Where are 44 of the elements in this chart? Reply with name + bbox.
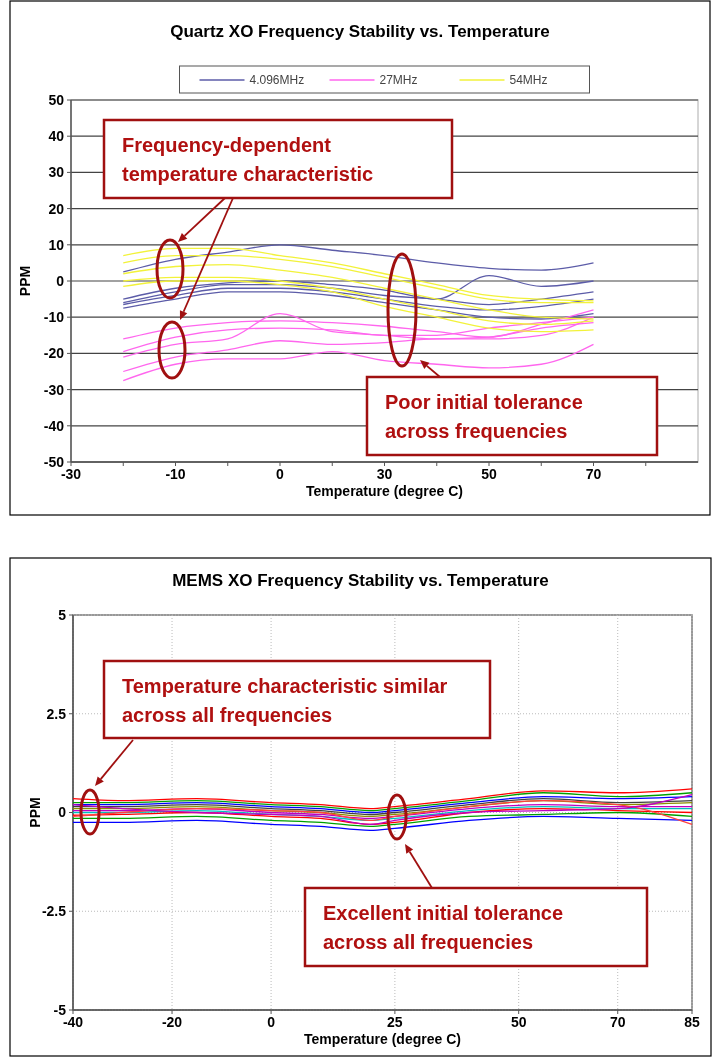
x-tick-label: 70 [609, 1014, 626, 1030]
annotation: Excellent initial tolerance across all frequencies [323, 902, 564, 953]
x-tick-label: -20 [161, 1014, 183, 1030]
x-tick-label: 50 [481, 466, 497, 482]
x-tick-label: 70 [585, 466, 602, 482]
x-tick-label: 0 [267, 1014, 276, 1030]
x-tick-label: -10 [165, 466, 186, 482]
y-tick-label: 0 [56, 272, 65, 289]
y-tick-label: 2.5 [46, 705, 67, 722]
y-tick-label: 20 [48, 200, 65, 217]
annotation: Frequency-dependent temperature characteristic [122, 134, 374, 185]
x-tick-label: 25 [387, 1014, 403, 1030]
y-tick-label: -5 [53, 1001, 67, 1018]
y-tick-label: -50 [43, 453, 65, 470]
legend-label: 4.096MHz [249, 73, 305, 88]
note-box: Excellent initial tolerance across all frequencies [303, 886, 649, 968]
y-tick-label: 50 [48, 91, 65, 108]
legend-label: 27MHz [379, 73, 418, 88]
y-tick-label: 40 [48, 128, 65, 145]
annotation: Poor initial tolerance across frequencies [385, 391, 583, 442]
x-tick-label: 0 [276, 466, 285, 482]
annotation: Temperature characteristic similar across all frequencies [122, 675, 448, 726]
legend-label: 54MHz [509, 73, 548, 88]
y-tick-label: 5 [58, 606, 67, 623]
y-axis-title: PPM [17, 265, 33, 297]
note-box: Poor initial tolerance across frequencies [365, 375, 659, 457]
note-box: Frequency-dependent temperature characteristic [102, 118, 454, 200]
chart-title: Quartz XO Frequency Stability vs. Temperature [170, 22, 550, 41]
y-tick-label: -2.5 [41, 903, 67, 920]
y-tick-label: -20 [43, 345, 65, 362]
y-tick-label: -30 [43, 381, 65, 398]
note-box: Temperature characteristic similar across all frequencies [102, 659, 492, 740]
x-axis-title: Temperature (degree C) [306, 483, 463, 499]
chart-title: MEMS XO Frequency Stability vs. Temperature [172, 571, 549, 590]
y-tick-label: -10 [43, 309, 65, 326]
y-tick-label: 10 [48, 236, 65, 253]
x-tick-label: 50 [510, 1014, 527, 1030]
y-tick-label: -40 [43, 417, 65, 434]
y-tick-label: 30 [48, 164, 65, 181]
x-tick-label: 30 [376, 466, 393, 482]
y-axis-title: PPM [27, 797, 43, 828]
x-tick-label: 85 [684, 1014, 700, 1030]
x-axis-title: Temperature (degree C) [304, 1031, 461, 1047]
y-tick-label: 0 [58, 804, 67, 821]
